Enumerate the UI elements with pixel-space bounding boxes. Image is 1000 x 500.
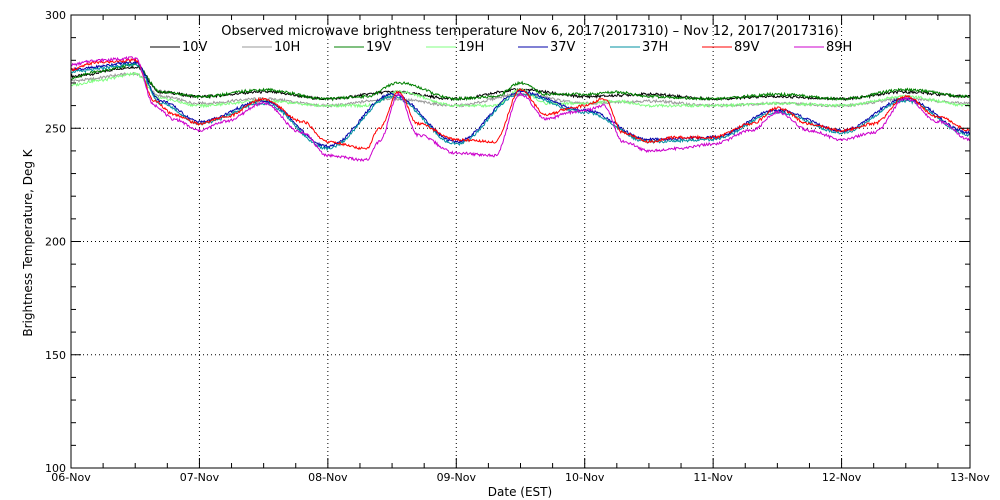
y-tick-label: 200	[45, 236, 66, 249]
legend: 10V 10H 19V 19H 37V 37H 89V 89H	[150, 40, 852, 55]
x-tick-label: 07-Nov	[180, 471, 220, 484]
x-tick-label: 11-Nov	[693, 471, 733, 484]
x-tick-label: 06-Nov	[51, 471, 91, 484]
y-tick-label: 150	[45, 349, 66, 362]
y-tick-label: 250	[45, 122, 66, 135]
legend-label-37v: 37V	[550, 40, 576, 55]
series-line-89h	[71, 56, 971, 163]
chart-title: Observed microwave brightness temperatur…	[221, 24, 838, 39]
legend-label-19v: 19V	[366, 40, 392, 55]
series-line-89v	[70, 57, 971, 151]
legend-label-89v: 89V	[734, 40, 760, 55]
x-tick-label: 12-Nov	[822, 471, 862, 484]
x-tick-label: 09-Nov	[437, 471, 477, 484]
legend-label-89h: 89H	[826, 40, 852, 55]
series-lines	[70, 56, 971, 163]
y-axis-label: Brightness Temperature, Deg K	[21, 148, 35, 336]
x-tick-label: 10-Nov	[565, 471, 605, 484]
x-tick-label: 08-Nov	[308, 471, 348, 484]
legend-label-10v: 10V	[182, 40, 208, 55]
axis-ticks: 100 150 200 250 300 06-Nov 07-Nov 08-Nov 09-Nov 1…	[45, 9, 990, 484]
y-tick-label: 100	[45, 462, 66, 475]
legend-label-37h: 37H	[642, 40, 668, 55]
series-line-19v	[70, 63, 971, 102]
x-tick-label: 13-Nov	[950, 471, 990, 484]
y-tick-label: 300	[45, 9, 66, 22]
legend-label-19h: 19H	[458, 40, 484, 55]
x-axis-label: Date (EST)	[488, 485, 552, 499]
legend-label-10h: 10H	[274, 40, 300, 55]
